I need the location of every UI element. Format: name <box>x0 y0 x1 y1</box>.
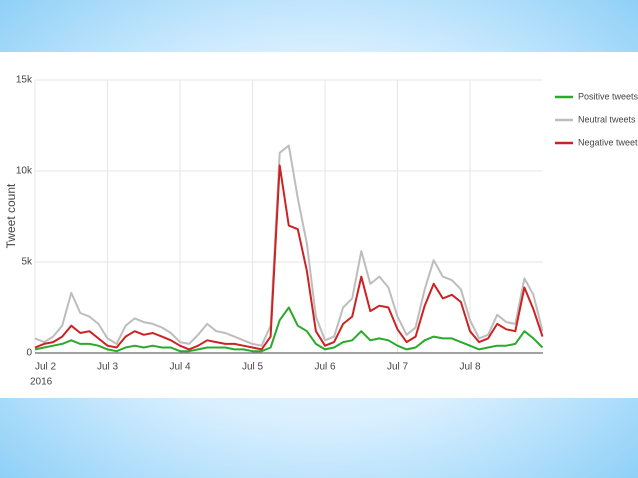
x-year-label: 2016 <box>30 377 53 388</box>
x-tick-label: Jul 8 <box>459 362 481 373</box>
y-axis-label: Tweet count <box>4 183 18 248</box>
x-tick-label: Jul 7 <box>387 362 409 373</box>
x-tick-label: Jul 4 <box>169 362 191 373</box>
series-line <box>34 306 544 353</box>
y-tick-label: 10k <box>16 166 33 177</box>
y-tick-label: 0 <box>26 348 32 359</box>
legend-label: Negative tweets <box>578 137 638 147</box>
series-line <box>34 164 544 351</box>
series-line <box>34 144 544 347</box>
slide-panel <box>0 52 638 398</box>
x-tick-label: Jul 5 <box>242 362 264 373</box>
y-tick-label: 5k <box>21 257 33 268</box>
legend-label: Neutral tweets <box>578 114 636 124</box>
x-tick-label: Jul 3 <box>97 362 119 373</box>
x-tick-label: Jul 2 <box>35 362 57 373</box>
legend-label: Positive tweets <box>578 91 638 101</box>
x-tick-label: Jul 6 <box>314 362 336 373</box>
y-tick-label: 15k <box>16 75 33 86</box>
